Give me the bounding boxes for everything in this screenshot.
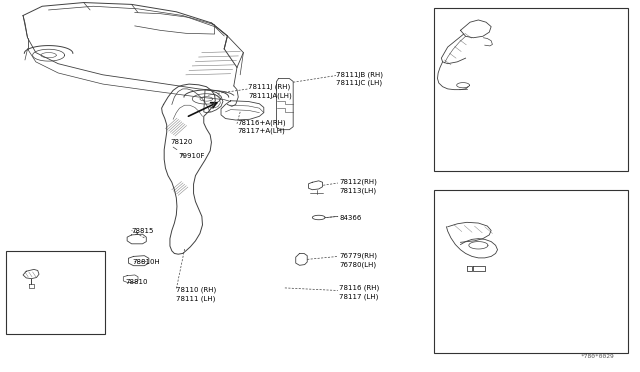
Text: 78116+E (RH)
78117+E (LH): 78116+E (RH) 78117+E (LH) (8, 307, 59, 321)
Text: 78116 (RH)
78117 (LH): 78116 (RH) 78117 (LH) (339, 285, 380, 300)
Text: 76779(RH)
76780(LH): 76779(RH) 76780(LH) (339, 253, 377, 267)
Text: 78112(RH)
78113(LH): 78112(RH) 78113(LH) (339, 179, 377, 193)
Bar (6, 251, 105, 334)
Text: 84366: 84366 (339, 215, 362, 221)
Text: 78116+A(RH)
78117+A(LH): 78116+A(RH) 78117+A(LH) (237, 119, 285, 134)
Text: 78111JB (RH)
78111JC (LH): 78111JB (RH) 78111JC (LH) (336, 71, 383, 86)
Text: 78810: 78810 (125, 279, 148, 285)
Text: 78110(RH)
78111 (LH): 78110(RH) 78111 (LH) (436, 155, 476, 170)
Text: *780*0029: *780*0029 (580, 355, 614, 359)
Text: CV: CV (12, 254, 24, 263)
Text: CV: CV (438, 192, 450, 201)
Text: 78110 (RH)
78111 (LH): 78110 (RH) 78111 (LH) (176, 287, 216, 302)
Bar (434, 8, 628, 171)
Bar (434, 190, 628, 353)
Text: 4S: 4S (438, 13, 449, 22)
Text: 78111J (RH)
78111JA(LH): 78111J (RH) 78111JA(LH) (248, 84, 292, 99)
Text: 78815: 78815 (132, 228, 154, 234)
Text: 78126 (RH)
78127 (LH): 78126 (RH) 78127 (LH) (461, 230, 500, 246)
Text: 78120: 78120 (170, 138, 192, 145)
Text: 78810H: 78810H (133, 259, 161, 264)
Text: 79910F: 79910F (178, 153, 205, 158)
